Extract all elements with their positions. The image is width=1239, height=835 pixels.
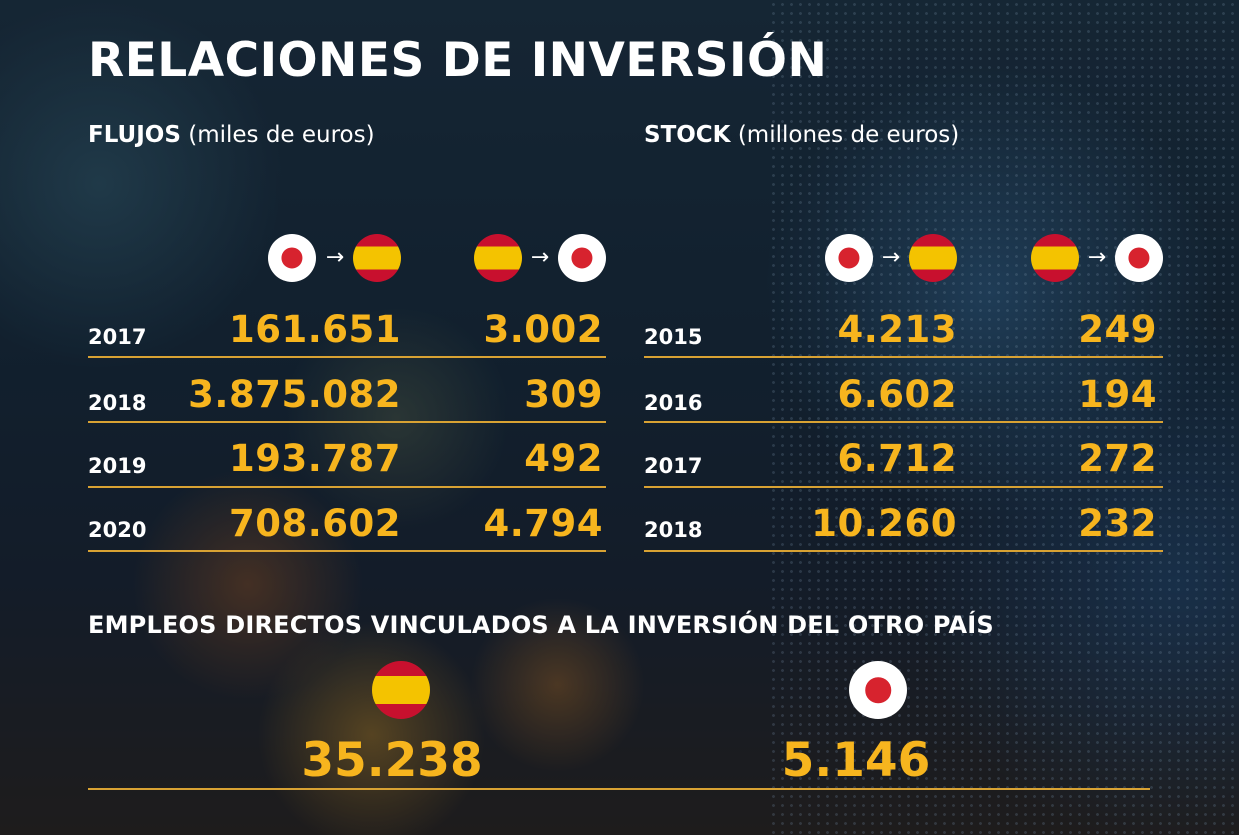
row-divider: [88, 550, 606, 552]
row-year: 2015: [644, 325, 703, 349]
flujos-spain-to-japan-value: 4.794: [483, 502, 603, 545]
arrow-right-icon: →: [1087, 245, 1107, 270]
row-year: 2018: [644, 518, 703, 542]
spain-flag-icon: [353, 234, 401, 282]
japan-flag-icon: [825, 234, 873, 282]
flujos-japan-to-spain-value: 708.602: [228, 502, 401, 545]
stock-title: STOCK: [644, 122, 731, 148]
stock-spain-in-japan-value: 232: [1078, 502, 1157, 545]
row-year: 2018: [88, 391, 147, 415]
flujos-japan-to-spain-value: 161.651: [228, 308, 401, 351]
row-divider: [88, 486, 606, 488]
spain-flag-icon: [372, 661, 430, 719]
row-divider: [644, 356, 1163, 358]
arrow-right-icon: →: [530, 245, 550, 270]
stock-japan-in-spain-value: 6.602: [837, 373, 957, 416]
stock-spain-in-japan-value: 249: [1078, 308, 1157, 351]
flujos-japan-to-spain-value: 193.787: [228, 437, 401, 480]
spain-flag-icon: [909, 234, 957, 282]
empleos-japan-value: 5.146: [781, 733, 931, 788]
bottom-divider: [88, 788, 1150, 790]
row-divider: [644, 486, 1163, 488]
stock-heading: STOCK (millones de euros): [644, 122, 959, 148]
stock-japan-in-spain-value: 4.213: [837, 308, 957, 351]
japan-flag-icon: [849, 661, 907, 719]
arrow-right-icon: →: [325, 245, 345, 270]
flujos-unit: (miles de euros): [188, 122, 375, 148]
empleos-spain-value: 35.238: [301, 733, 483, 788]
flujos-japan-to-spain-value: 3.875.082: [188, 373, 401, 416]
japan-flag-icon: [268, 234, 316, 282]
page-title: RELACIONES DE INVERSIÓN: [88, 33, 828, 88]
row-year: 2017: [644, 454, 703, 478]
row-divider: [88, 421, 606, 423]
row-divider: [644, 550, 1163, 552]
row-year: 2016: [644, 391, 703, 415]
japan-flag-icon: [558, 234, 606, 282]
row-year: 2020: [88, 518, 147, 542]
flujos-heading: FLUJOS (miles de euros): [88, 122, 375, 148]
spain-flag-icon: [1031, 234, 1079, 282]
background-ticker-board: [769, 0, 1239, 835]
empleos-heading: EMPLEOS DIRECTOS VINCULADOS A LA INVERSI…: [88, 611, 994, 639]
flujos-spain-to-japan-value: 3.002: [483, 308, 603, 351]
spain-flag-icon: [474, 234, 522, 282]
stock-spain-in-japan-value: 272: [1078, 437, 1157, 480]
stock-japan-in-spain-value: 10.260: [811, 502, 957, 545]
row-divider: [88, 356, 606, 358]
flujos-spain-to-japan-value: 309: [524, 373, 603, 416]
flujos-title: FLUJOS: [88, 122, 181, 148]
arrow-right-icon: →: [881, 245, 901, 270]
row-divider: [644, 421, 1163, 423]
stock-japan-in-spain-value: 6.712: [837, 437, 957, 480]
flujos-spain-to-japan-value: 492: [524, 437, 603, 480]
stock-unit: (millones de euros): [737, 122, 960, 148]
row-year: 2019: [88, 454, 147, 478]
row-year: 2017: [88, 325, 147, 349]
stock-spain-in-japan-value: 194: [1078, 373, 1157, 416]
japan-flag-icon: [1115, 234, 1163, 282]
